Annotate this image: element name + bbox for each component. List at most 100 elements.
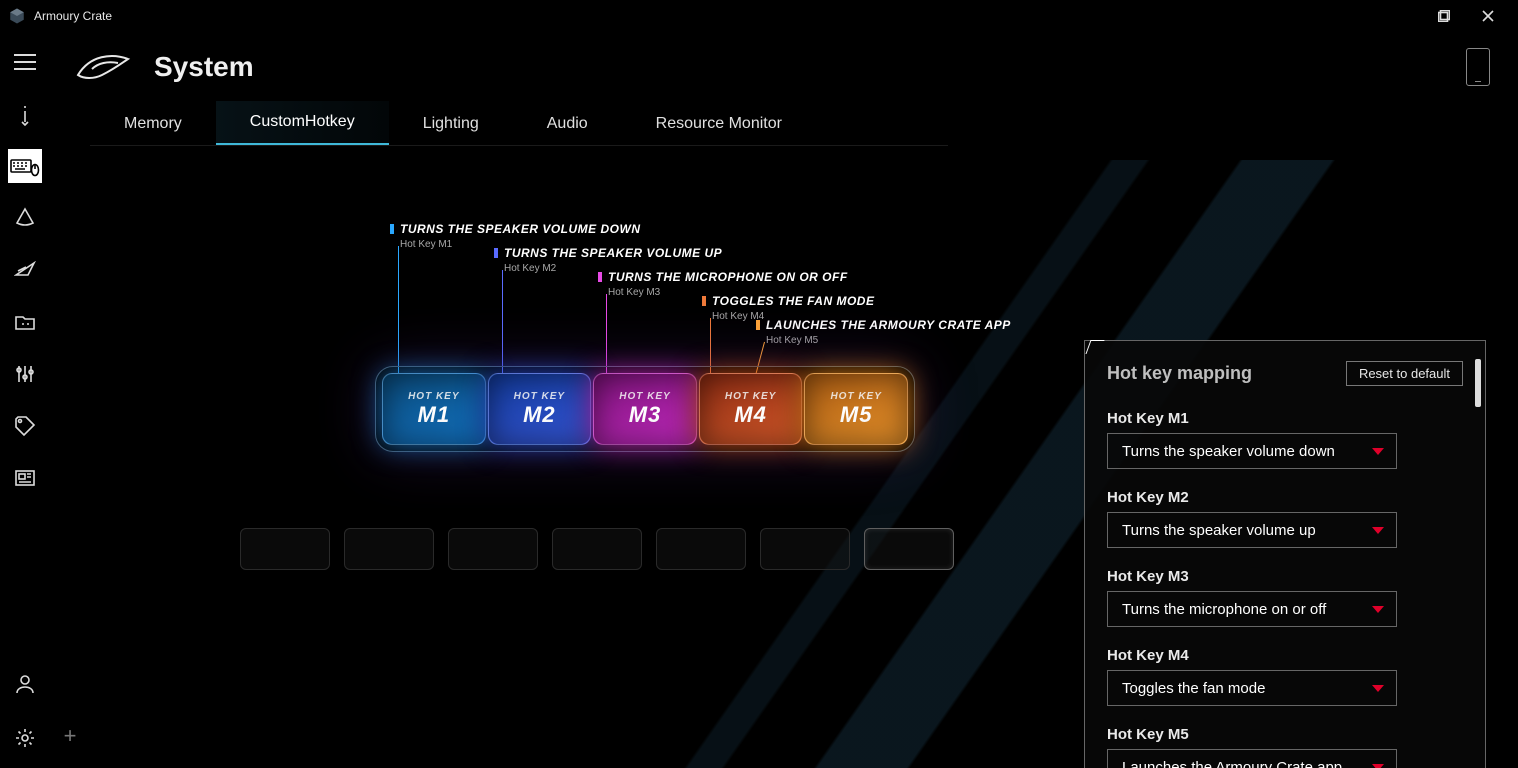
mapping-select-5[interactable]: Launches the Armoury Crate app	[1107, 749, 1397, 768]
tab-customhotkey[interactable]: CustomHotkey	[216, 101, 389, 145]
mapping-label: Hot Key M2	[1107, 489, 1463, 506]
ghost-key	[344, 528, 434, 570]
panel-scrollbar-thumb[interactable]	[1475, 359, 1481, 407]
callout-bar	[390, 224, 394, 234]
tab-bar: MemoryCustomHotkeyLightingAudioResource …	[90, 102, 948, 146]
hotkey-top-label: HOT KEY	[725, 391, 776, 402]
chevron-down-icon	[1372, 448, 1384, 455]
app-title: Armoury Crate	[34, 9, 112, 23]
hotkey-m3[interactable]: HOT KEYM3	[593, 373, 697, 445]
mapping-row: Hot Key M2 Turns the speaker volume up	[1107, 489, 1463, 548]
reset-to-default-button[interactable]: Reset to default	[1346, 361, 1463, 386]
wing-icon	[14, 261, 36, 279]
hotkey-m2[interactable]: HOT KEYM2	[488, 373, 592, 445]
mapping-row: Hot Key M4 Toggles the fan mode	[1107, 647, 1463, 706]
mapping-select-1[interactable]: Turns the speaker volume down	[1107, 433, 1397, 469]
callout-desc: TURNS THE MICROPHONE ON OR OFF	[608, 270, 848, 284]
hotkey-mapping-panel: Hot key mapping Reset to default Hot Key…	[1084, 340, 1486, 768]
hotkey-m5[interactable]: HOT KEYM5	[804, 373, 908, 445]
hotkey-id-label: M1	[418, 402, 451, 428]
add-profile-button[interactable]: +	[56, 722, 84, 750]
panel-title: Hot key mapping	[1107, 363, 1252, 384]
mapping-label: Hot Key M3	[1107, 568, 1463, 585]
window-restore-button[interactable]	[1422, 0, 1466, 32]
nav-item-info[interactable]	[9, 98, 41, 130]
callout-desc: LAUNCHES THE ARMOURY CRATE APP	[766, 318, 1011, 332]
info-icon	[15, 102, 35, 126]
nav-item-deals[interactable]	[9, 410, 41, 442]
hotkey-m4[interactable]: HOT KEYM4	[699, 373, 803, 445]
tab-lighting[interactable]: Lighting	[389, 103, 513, 145]
callout-desc: TURNS THE SPEAKER VOLUME UP	[504, 246, 722, 260]
chevron-down-icon	[1372, 606, 1384, 613]
nav-item-devices[interactable]	[9, 150, 41, 182]
ghost-key	[552, 528, 642, 570]
mapping-value: Turns the speaker volume down	[1122, 443, 1335, 460]
nav-item-gamevisual[interactable]	[9, 306, 41, 338]
hotkey-top-label: HOT KEY	[408, 391, 459, 402]
mapping-select-4[interactable]: Toggles the fan mode	[1107, 670, 1397, 706]
ghost-key	[448, 528, 538, 570]
hotkey-top-label: HOT KEY	[514, 391, 565, 402]
tab-resource-monitor[interactable]: Resource Monitor	[622, 103, 816, 145]
keyboard-mouse-icon	[10, 155, 40, 177]
hotkey-top-label: HOT KEY	[830, 391, 881, 402]
tab-audio[interactable]: Audio	[513, 103, 622, 145]
mapping-select-2[interactable]: Turns the speaker volume up	[1107, 512, 1397, 548]
keyboard-ghost-row	[240, 528, 954, 570]
callout-m5: LAUNCHES THE ARMOURY CRATE APP Hot Key M5	[756, 316, 1011, 346]
gear-icon	[14, 727, 36, 749]
hotkey-bar: HOT KEYM1HOT KEYM2HOT KEYM3HOT KEYM4HOT …	[375, 366, 915, 452]
hotkey-id-label: M3	[629, 402, 662, 428]
hotkey-top-label: HOT KEY	[619, 391, 670, 402]
mapping-value: Toggles the fan mode	[1122, 680, 1265, 697]
mapping-value: Launches the Armoury Crate app	[1122, 759, 1342, 768]
mapping-label: Hot Key M1	[1107, 410, 1463, 427]
mapping-label: Hot Key M5	[1107, 726, 1463, 743]
mapping-value: Turns the microphone on or off	[1122, 601, 1326, 618]
window-close-button[interactable]	[1466, 0, 1510, 32]
controller-folder-icon	[14, 313, 36, 331]
nav-item-account[interactable]	[9, 668, 41, 700]
callout-bar	[702, 296, 706, 306]
chevron-down-icon	[1372, 527, 1384, 534]
tag-icon	[14, 415, 36, 437]
page-header: System	[50, 32, 1518, 102]
page-title: System	[154, 51, 254, 83]
hamburger-menu-button[interactable]	[9, 46, 41, 78]
nav-item-tools[interactable]	[9, 358, 41, 390]
main-canvas: TURNS THE SPEAKER VOLUME DOWN Hot Key M1 T…	[90, 160, 1518, 768]
mapping-row: Hot Key M3 Turns the microphone on or off	[1107, 568, 1463, 627]
user-icon	[14, 673, 36, 695]
mapping-label: Hot Key M4	[1107, 647, 1463, 664]
left-nav-rail	[0, 32, 50, 768]
mapping-row: Hot Key M5 Launches the Armoury Crate app	[1107, 726, 1463, 768]
nav-item-wing[interactable]	[9, 254, 41, 286]
ghost-key	[656, 528, 746, 570]
hamburger-icon	[14, 54, 36, 70]
ghost-key	[240, 528, 330, 570]
nav-item-aura[interactable]	[9, 202, 41, 234]
mapping-select-3[interactable]: Turns the microphone on or off	[1107, 591, 1397, 627]
chevron-down-icon	[1372, 685, 1384, 692]
tab-memory[interactable]: Memory	[90, 103, 216, 145]
news-icon	[14, 469, 36, 487]
aura-icon	[14, 207, 36, 229]
rog-logo-icon	[72, 49, 132, 85]
callout-sub: Hot Key M5	[766, 335, 1011, 346]
panel-corner-decoration	[1085, 340, 1104, 354]
nav-item-settings[interactable]	[9, 722, 41, 754]
callout-bar	[756, 320, 760, 330]
ghost-key	[760, 528, 850, 570]
ghost-key	[864, 528, 954, 570]
hotkey-id-label: M4	[734, 402, 767, 428]
app-icon	[8, 7, 26, 25]
callout-desc: TOGGLES THE FAN MODE	[712, 294, 874, 308]
titlebar: Armoury Crate	[0, 0, 1518, 32]
phone-device-icon[interactable]	[1466, 48, 1490, 86]
hotkey-m1[interactable]: HOT KEYM1	[382, 373, 486, 445]
hotkey-id-label: M5	[840, 402, 873, 428]
nav-item-news[interactable]	[9, 462, 41, 494]
callout-desc: TURNS THE SPEAKER VOLUME DOWN	[400, 222, 641, 236]
mapping-value: Turns the speaker volume up	[1122, 522, 1316, 539]
